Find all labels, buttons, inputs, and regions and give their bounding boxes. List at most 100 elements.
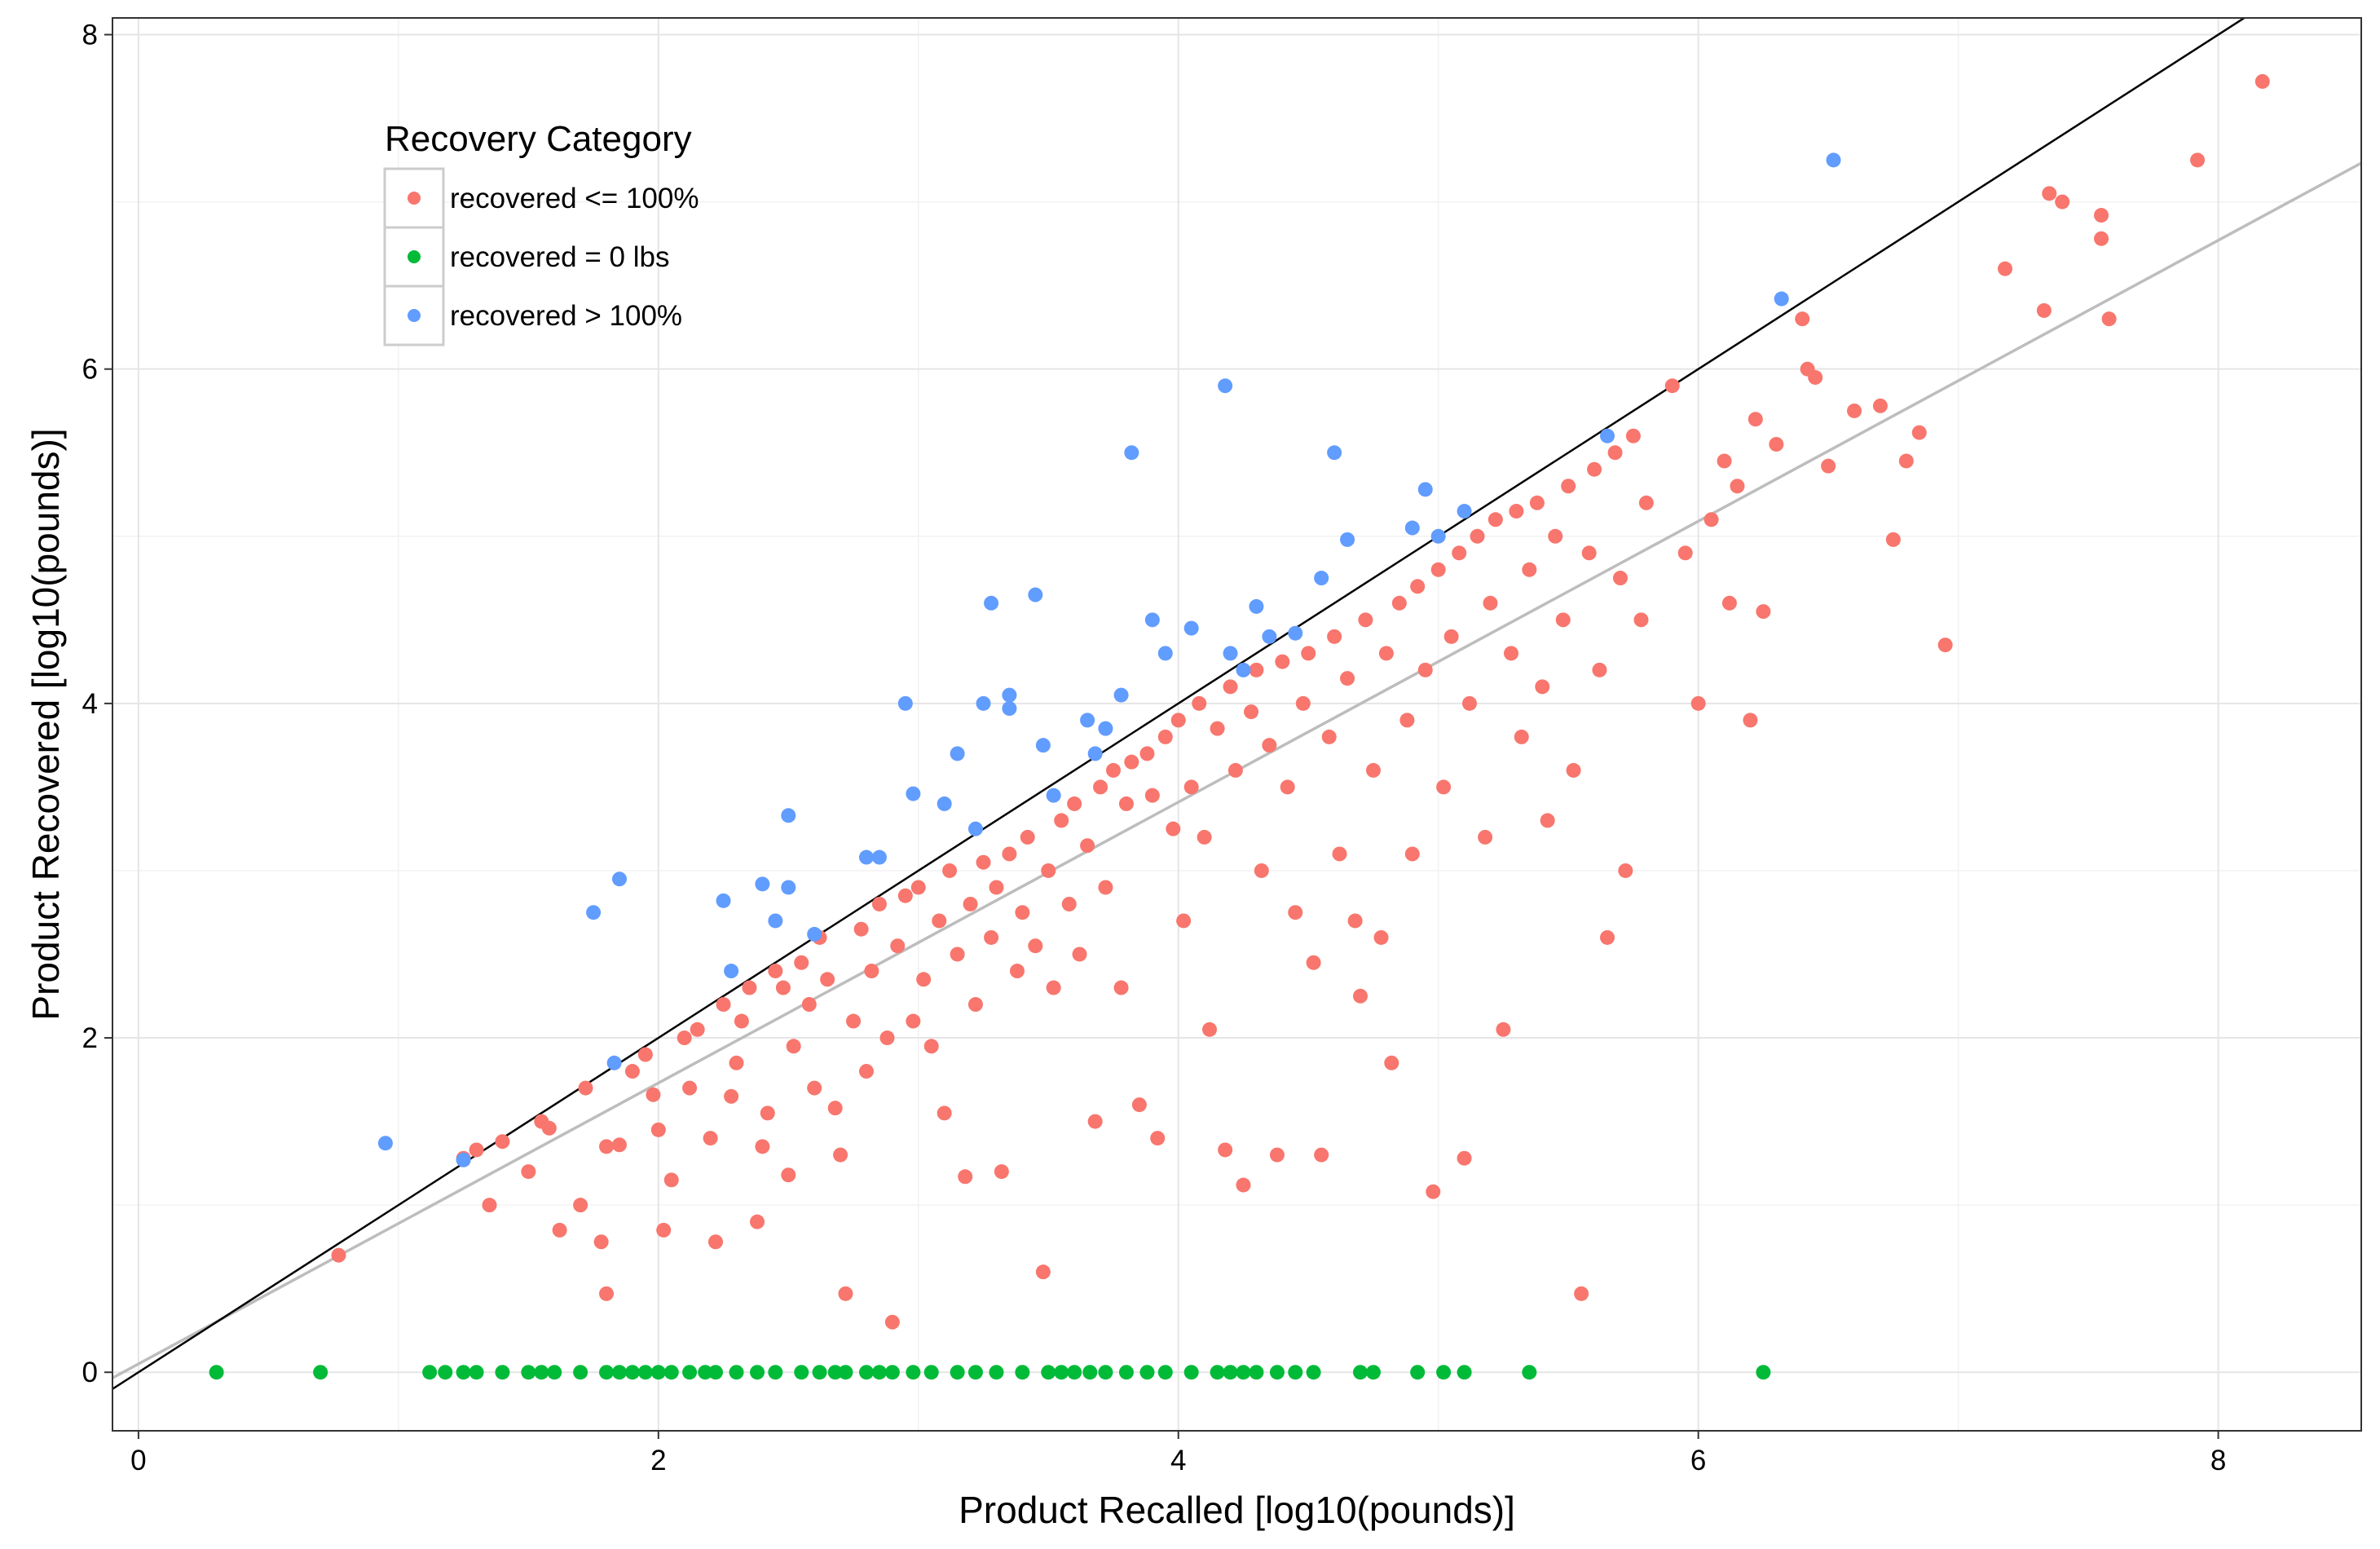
x-tick-label: 8 bbox=[2210, 1445, 2226, 1476]
data-point bbox=[1002, 701, 1017, 717]
data-point bbox=[650, 1122, 666, 1137]
data-point bbox=[989, 880, 1004, 895]
data-point bbox=[879, 1030, 895, 1046]
data-point bbox=[606, 1055, 622, 1070]
data-point bbox=[1937, 638, 1953, 653]
data-point bbox=[1314, 571, 1329, 586]
data-point bbox=[864, 964, 879, 979]
data-point bbox=[1457, 1365, 1472, 1380]
data-points bbox=[209, 73, 2270, 1380]
data-point bbox=[637, 1365, 653, 1380]
data-point bbox=[2055, 194, 2070, 210]
data-point bbox=[611, 872, 627, 887]
data-point bbox=[456, 1365, 471, 1380]
data-point bbox=[547, 1365, 562, 1380]
data-point bbox=[624, 1064, 640, 1079]
data-point bbox=[1009, 964, 1025, 979]
data-point bbox=[1183, 620, 1199, 636]
data-point bbox=[1046, 788, 1061, 803]
data-point bbox=[1176, 913, 1192, 929]
data-point bbox=[1061, 896, 1077, 911]
data-point bbox=[1457, 1150, 1472, 1166]
data-point bbox=[734, 1013, 749, 1029]
data-point bbox=[1522, 562, 1537, 577]
y-axis-title: Product Recovered [log10(pounds)] bbox=[24, 428, 67, 1020]
data-point bbox=[690, 1022, 705, 1037]
data-point bbox=[768, 1365, 783, 1380]
data-point bbox=[994, 1164, 1009, 1180]
data-point bbox=[1404, 520, 1420, 536]
plot-panel bbox=[112, 17, 2362, 1432]
data-point bbox=[456, 1152, 471, 1167]
data-point bbox=[637, 1047, 653, 1062]
data-point bbox=[724, 1088, 739, 1104]
data-point bbox=[1436, 779, 1452, 795]
data-point bbox=[1587, 461, 1602, 477]
data-point bbox=[1478, 829, 1493, 845]
data-point bbox=[967, 821, 983, 836]
data-point bbox=[846, 1013, 862, 1029]
data-point bbox=[1192, 695, 1207, 711]
data-point bbox=[377, 1136, 393, 1151]
data-point bbox=[707, 1365, 723, 1380]
data-point bbox=[1002, 687, 1017, 703]
data-point bbox=[838, 1365, 853, 1380]
data-point bbox=[1244, 704, 1259, 720]
legend: Recovery Category recovered <= 100%recov… bbox=[383, 119, 699, 346]
data-point bbox=[1826, 152, 1841, 168]
data-point bbox=[1633, 612, 1649, 628]
y-tick-label: 8 bbox=[82, 20, 98, 51]
data-point bbox=[438, 1365, 453, 1380]
data-point bbox=[801, 997, 817, 1013]
data-point bbox=[1821, 458, 1836, 474]
data-point bbox=[1054, 1365, 1069, 1380]
data-point bbox=[1218, 1142, 1233, 1158]
data-point bbox=[1410, 1365, 1426, 1380]
data-point bbox=[1067, 796, 1082, 811]
data-point bbox=[1470, 528, 1485, 544]
data-point bbox=[1430, 528, 1446, 544]
data-point bbox=[1113, 687, 1129, 703]
data-point bbox=[1384, 1055, 1399, 1070]
data-point bbox=[2101, 311, 2117, 327]
data-point bbox=[1340, 671, 1355, 686]
data-point bbox=[650, 1365, 666, 1380]
data-point bbox=[1046, 980, 1061, 995]
data-point bbox=[871, 896, 887, 911]
data-point bbox=[593, 1234, 609, 1250]
data-point bbox=[1509, 504, 1524, 519]
legend-swatch bbox=[408, 250, 421, 263]
data-point bbox=[1808, 369, 1823, 385]
data-point bbox=[858, 1064, 874, 1079]
data-point bbox=[573, 1198, 588, 1213]
data-point bbox=[1998, 261, 2013, 276]
data-point bbox=[1041, 1365, 1056, 1380]
data-point bbox=[1625, 428, 1641, 444]
data-point bbox=[942, 863, 958, 878]
x-tick-label: 6 bbox=[1690, 1445, 1706, 1476]
data-point bbox=[1306, 1365, 1321, 1380]
data-point bbox=[1124, 445, 1139, 461]
data-point bbox=[552, 1222, 567, 1238]
data-point bbox=[1288, 1365, 1303, 1380]
data-point bbox=[1321, 729, 1337, 744]
data-point bbox=[812, 1365, 827, 1380]
data-point bbox=[1730, 479, 1745, 494]
panel-background bbox=[112, 18, 2361, 1431]
data-point bbox=[2190, 152, 2206, 168]
data-point bbox=[1262, 738, 1277, 753]
data-point bbox=[682, 1365, 698, 1380]
data-point bbox=[1774, 291, 1789, 307]
data-point bbox=[1288, 905, 1303, 920]
data-point bbox=[1561, 479, 1576, 494]
data-point bbox=[1378, 646, 1394, 661]
data-point bbox=[1898, 453, 1914, 469]
data-point bbox=[1210, 1365, 1225, 1380]
data-point bbox=[858, 1365, 874, 1380]
data-point bbox=[1353, 1365, 1368, 1380]
data-point bbox=[833, 1147, 848, 1163]
data-point bbox=[1087, 1114, 1103, 1129]
data-point bbox=[781, 808, 796, 823]
data-point bbox=[1488, 512, 1503, 527]
data-point bbox=[1436, 1365, 1452, 1380]
